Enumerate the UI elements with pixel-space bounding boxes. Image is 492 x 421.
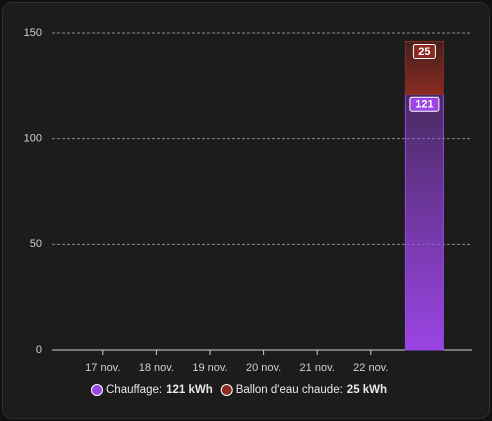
y-tick-label: 100 [24,133,42,145]
x-tick-label: 21 nov. [300,362,335,374]
legend-total: 25 kWh [347,384,387,396]
legend-total: 121 kWh [166,384,213,396]
x-tick-label: 18 nov. [139,362,174,374]
legend-marker [91,384,103,396]
x-tick-label: 20 nov. [246,362,281,374]
legend-marker [220,384,233,396]
data-label: 25 [418,46,430,58]
y-tick-label: 0 [36,344,42,356]
y-tick-label: 150 [24,27,42,39]
data-label: 121 [415,99,433,111]
x-tick-label: 19 nov. [192,362,227,374]
x-tick-label: 22 nov. [353,362,388,374]
y-tick-label: 50 [30,238,42,250]
x-tick-label: 17 nov. [85,362,120,374]
legend-entry: Chauffage: 121 kWh [106,384,213,396]
legend-name: Chauffage: [106,384,162,396]
legend-entry: Ballon d'eau chaude: 25 kWh [236,384,387,396]
data-label-box [409,96,440,112]
legend-name: Ballon d'eau chaude: [236,384,343,396]
bar-segment [404,93,444,351]
data-label-box [412,43,436,59]
